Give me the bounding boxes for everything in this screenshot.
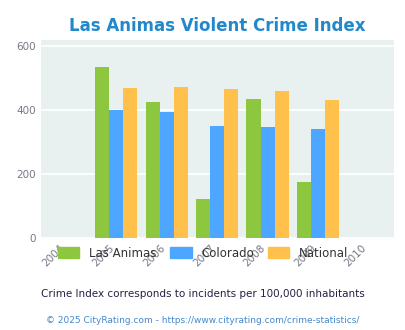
- Bar: [296, 182, 310, 238]
- Bar: [210, 126, 224, 238]
- Bar: [310, 129, 324, 238]
- Text: © 2025 CityRating.com - https://www.cityrating.com/crime-statistics/: © 2025 CityRating.com - https://www.city…: [46, 316, 359, 325]
- Bar: [95, 67, 109, 238]
- Bar: [224, 89, 238, 238]
- Title: Las Animas Violent Crime Index: Las Animas Violent Crime Index: [69, 17, 364, 35]
- Bar: [145, 102, 159, 238]
- Bar: [274, 91, 288, 238]
- Bar: [246, 99, 260, 238]
- Bar: [260, 127, 274, 238]
- Text: Crime Index corresponds to incidents per 100,000 inhabitants: Crime Index corresponds to incidents per…: [41, 289, 364, 299]
- Bar: [196, 199, 210, 238]
- Bar: [159, 113, 173, 238]
- Bar: [324, 100, 339, 238]
- Bar: [109, 111, 123, 238]
- Bar: [123, 87, 137, 238]
- Legend: Las Animas, Colorado, National: Las Animas, Colorado, National: [58, 247, 347, 260]
- Bar: [173, 87, 188, 238]
